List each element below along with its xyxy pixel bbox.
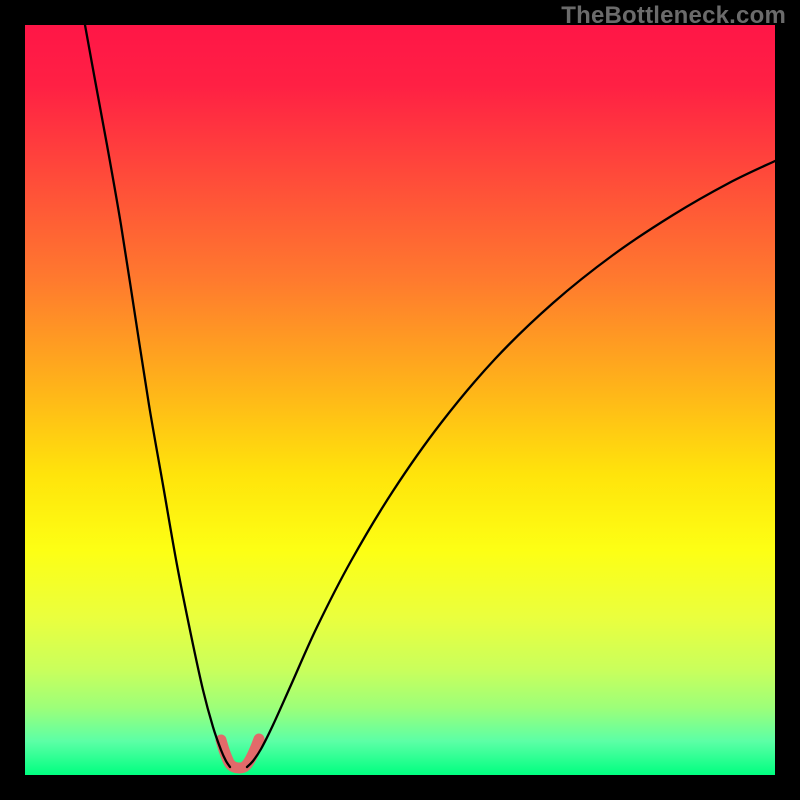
watermark-text: TheBottleneck.com (561, 2, 786, 30)
plot-area-gradient (25, 25, 775, 775)
bottleneck-chart (0, 0, 800, 800)
